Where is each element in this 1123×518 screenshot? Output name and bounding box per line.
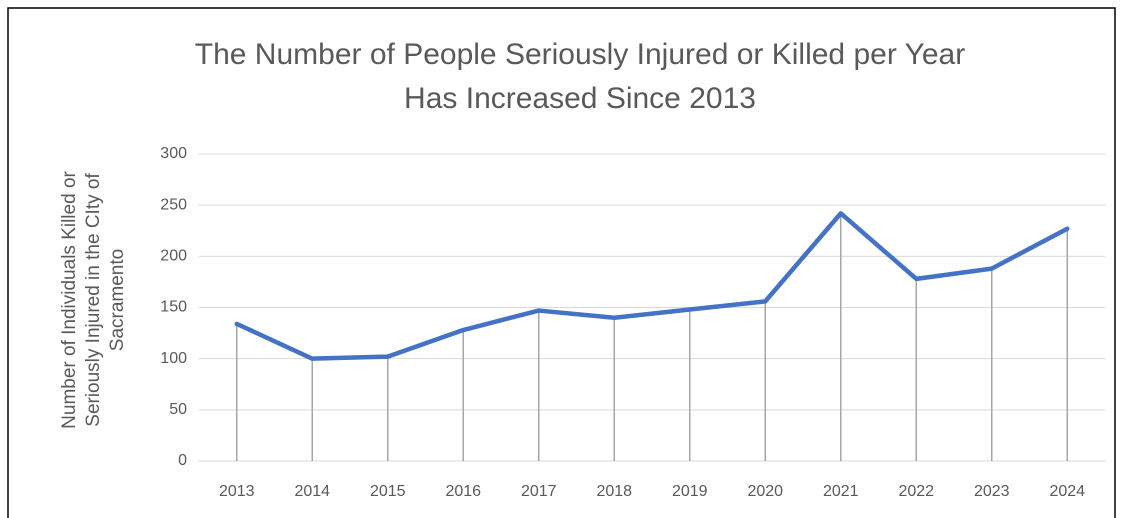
chart-title: The Number of People Seriously Injured o… bbox=[195, 38, 965, 71]
y-tick-label: 100 bbox=[160, 350, 187, 367]
x-tick-label: 2024 bbox=[1049, 483, 1085, 500]
x-tick-label: 2022 bbox=[898, 483, 934, 500]
x-tick-label: 2015 bbox=[370, 483, 406, 500]
x-tick-label: 2019 bbox=[672, 483, 708, 500]
chart-title: Has Increased Since 2013 bbox=[404, 82, 756, 115]
y-axis-label: Number of Individuals Killed or bbox=[59, 170, 80, 428]
x-tick-label: 2013 bbox=[219, 483, 255, 500]
x-tick-label: 2016 bbox=[445, 483, 481, 500]
data-line bbox=[234, 211, 1070, 361]
x-tick-label: 2014 bbox=[294, 483, 330, 500]
y-tick-label: 150 bbox=[160, 299, 187, 316]
y-tick-label: 0 bbox=[178, 452, 187, 469]
x-tick-label: 2021 bbox=[823, 483, 859, 500]
y-tick-label: 300 bbox=[160, 145, 187, 162]
x-tick-label: 2023 bbox=[974, 483, 1010, 500]
x-tick-label: 2020 bbox=[747, 483, 783, 500]
x-tick-label: 2018 bbox=[596, 483, 632, 500]
x-tick-label: 2017 bbox=[521, 483, 557, 500]
y-tick-label: 200 bbox=[160, 248, 187, 265]
y-axis-label: Sacramento bbox=[107, 249, 128, 351]
y-axis-label: Seriously Injured in the CIty of bbox=[83, 173, 104, 427]
y-tick-label: 50 bbox=[169, 401, 187, 418]
y-tick-label: 250 bbox=[160, 196, 187, 213]
chart-frame bbox=[7, 7, 1116, 518]
